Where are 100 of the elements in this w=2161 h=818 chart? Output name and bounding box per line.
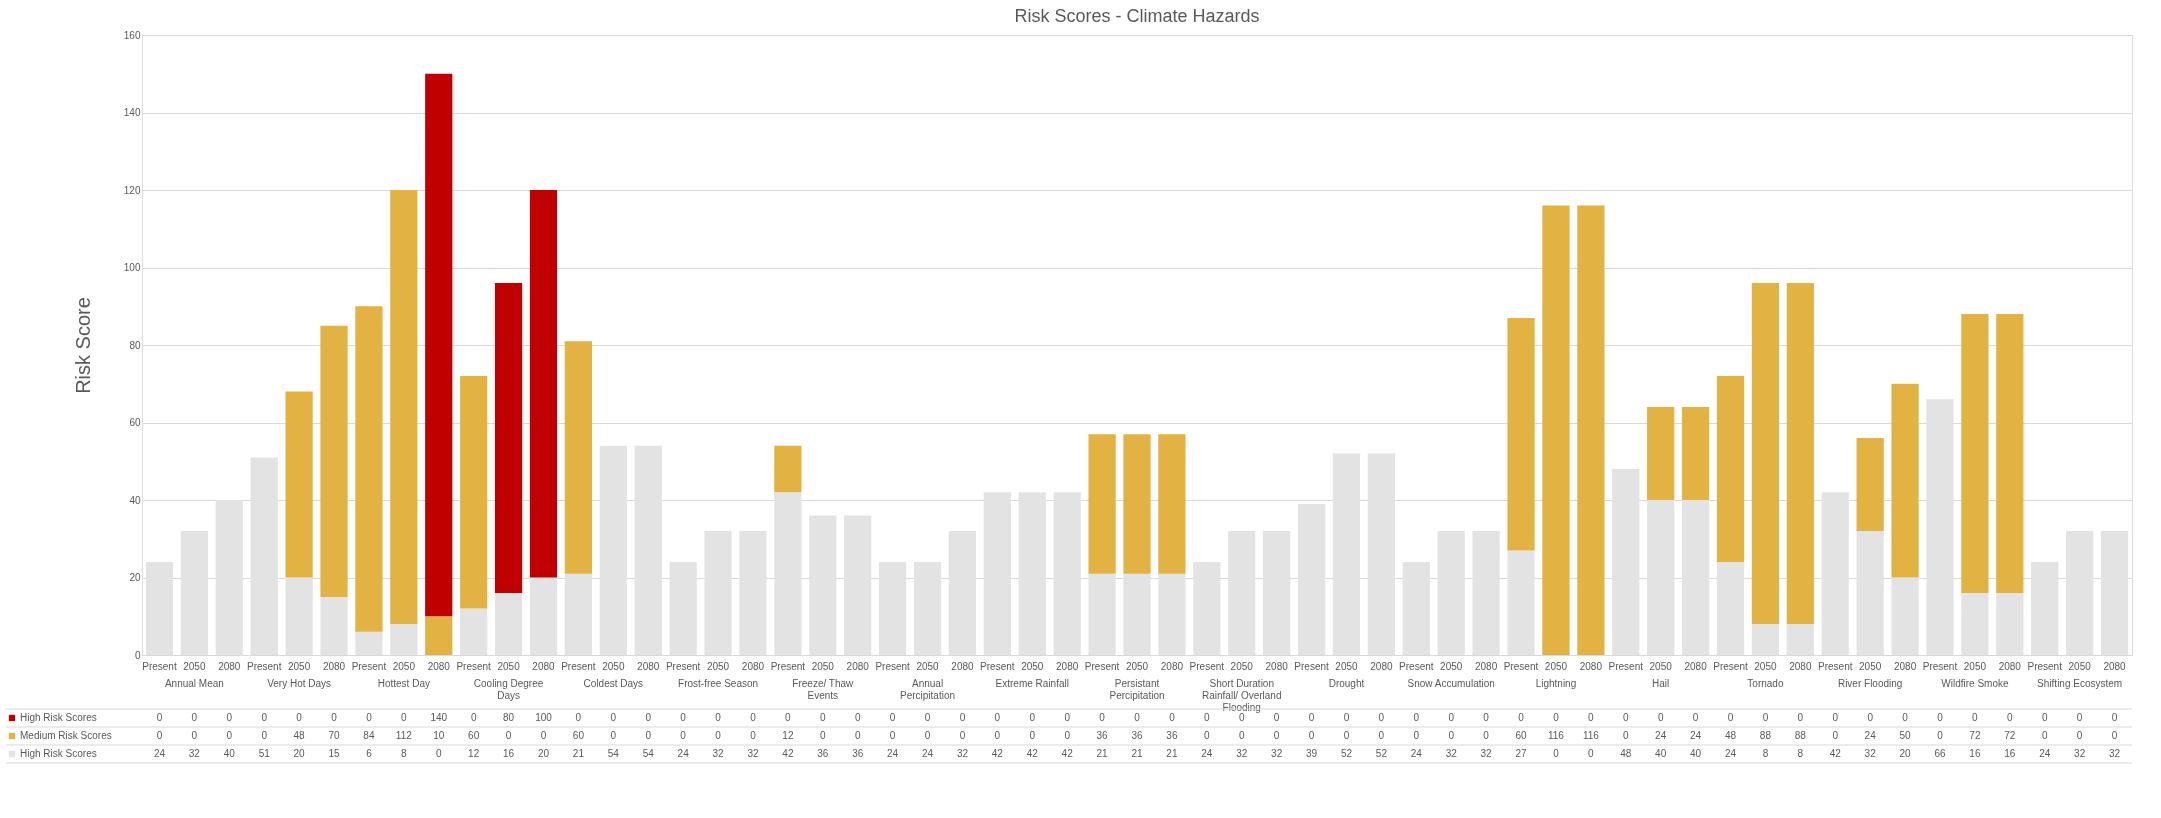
data-label: 0 [261,730,268,741]
x-tick-label: 2080 [322,660,346,672]
data-label: 0 [1902,712,1909,723]
data-label: 0 [1937,730,1944,741]
data-label: 112 [395,730,413,741]
data-label: 0 [680,712,687,723]
data-label: 0 [1169,712,1176,723]
x-tick-label: 2050 [497,660,521,672]
x-tick-label: 2050 [1649,660,1673,672]
data-label: 0 [1448,730,1455,741]
data-label: 48 [1620,748,1632,759]
data-label: 0 [401,712,408,723]
data-label: 32 [2108,748,2121,759]
data-label: 54 [642,748,655,759]
text: Snow Accumulation [1407,678,1495,689]
bar [1786,624,1814,655]
data-label: 0 [1378,712,1385,723]
text: Annual Mean [164,678,224,689]
data-label: 27 [1515,748,1528,759]
data-label: 60 [1515,730,1528,741]
x-tick-label: 2080 [1893,660,1917,672]
data-label: 0 [1448,712,1455,723]
bar [1681,407,1710,500]
data-label: 0 [1692,712,1699,723]
x-tick-label: 2050 [1021,660,1044,672]
x-tick-label: 2050 [1859,660,1882,672]
x-tick-label: Present [561,660,596,672]
x-tick-label: 2080 [2103,660,2127,672]
data-label: 66 [1934,748,1946,759]
data-label: 0 [1238,712,1245,723]
x-tick-label: 2050 [183,660,206,672]
data-label: 20 [1899,748,1912,759]
bar [1996,314,2024,593]
data-label: 60 [468,730,480,741]
data-label: 0 [959,712,966,723]
text: Coldest Days [583,678,644,689]
y-tick-label: 60 [129,417,141,428]
x-tick-label: 2050 [916,660,940,672]
data-label: 24 [2039,748,2051,759]
data-label: 36 [1131,730,1143,741]
data-label: 21 [572,748,585,759]
data-label: 32 [1864,748,1877,759]
data-label: 0 [820,712,827,723]
bar [1507,317,1535,551]
data-label: 0 [1273,730,1280,741]
x-tick-label: 2050 [602,660,625,672]
data-label: 0 [1064,712,1071,723]
x-tick-label: 2050 [1440,660,1463,672]
bar [285,391,313,578]
data-label: 0 [1343,712,1350,723]
x-tick-label: 2080 [1160,660,1184,672]
data-label: 24 [1864,730,1877,741]
data-label: 8 [401,748,408,759]
data-label: 36 [817,748,829,759]
data-label: 42 [1829,748,1842,759]
data-label: 32 [956,748,969,759]
data-label: 36 [1166,730,1178,741]
text: Persistant Percipitation [1109,678,1165,701]
data-label: 80 [503,712,515,723]
bar [1088,434,1116,574]
bar [390,190,418,624]
text: Shifting Ecosystem [2037,678,2123,689]
data-label: 0 [156,730,163,741]
data-label: 0 [1308,712,1315,723]
data-label: 0 [889,712,896,723]
data-label: 0 [1134,712,1141,723]
data-label: 72 [1969,730,1981,741]
data-label: 24 [1690,730,1702,741]
data-label: 0 [750,730,757,741]
data-label: 8 [1762,748,1769,759]
x-tick-label: 2080 [637,660,660,672]
x-tick-label: 2050 [1544,660,1568,672]
data-label: 0 [296,712,303,723]
data-label: 32 [747,748,759,759]
y-tick-label: 0 [134,649,141,661]
data-label: 21 [1096,748,1109,759]
data-label: 0 [785,712,792,723]
data-label: 6 [366,748,373,759]
x-tick-label: 2080 [427,660,451,672]
data-label: 0 [924,712,931,723]
x-tick-label: Present [351,660,387,672]
x-tick-label: Present [142,660,177,672]
data-label: 32 [188,748,201,759]
data-label: 0 [331,712,338,723]
data-label: 0 [1832,712,1839,723]
data-label: 52 [1340,748,1353,759]
data-label: 0 [2007,712,2014,723]
data-label: 0 [1413,730,1420,741]
x-tick-label: 2080 [1475,660,1498,672]
x-tick-label: Present [456,660,492,672]
bar [564,341,593,574]
data-label: 24 [1201,748,1213,759]
data-label: 0 [1622,712,1629,723]
data-label: 48 [293,730,306,741]
data-label: 140 [430,712,448,723]
text: Annual Percipitation [900,678,956,701]
y-tick-label: 140 [123,107,141,118]
data-label: 0 [226,730,233,741]
y-tick-label: 80 [129,339,141,351]
bar [1716,376,1745,562]
